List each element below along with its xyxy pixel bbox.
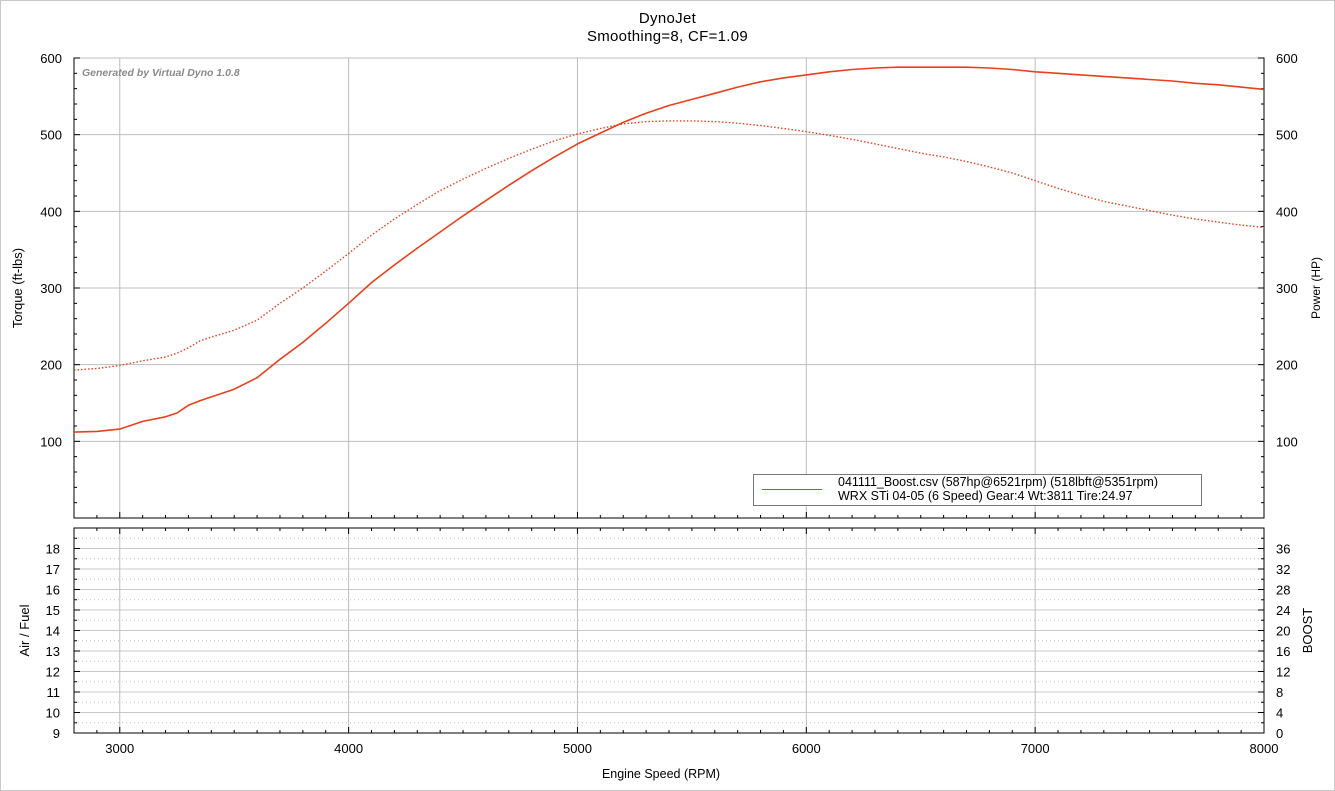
legend-vehicle-info: WRX STi 04-05 (6 Speed) Gear:4 Wt:3811 T… (838, 489, 1133, 503)
afr-tick-label: 12 (46, 665, 60, 680)
afr-tick-label: 15 (46, 603, 60, 618)
x-tick-label: 8000 (1250, 741, 1279, 756)
afr-axis-label: Air / Fuel (17, 604, 32, 656)
y-tick-label: 100 (40, 434, 62, 449)
boost-tick-label: 32 (1276, 562, 1290, 577)
y2-tick-label: 100 (1276, 434, 1298, 449)
boost-tick-label: 36 (1276, 542, 1290, 557)
y-axis-label: Torque (ft-lbs) (10, 248, 25, 328)
boost-axis-label: BOOST (1300, 608, 1315, 654)
afr-tick-label: 18 (46, 542, 60, 557)
x-tick-label: 5000 (563, 741, 592, 756)
afr-tick-label: 11 (47, 685, 61, 700)
legend: 041111_Boost.csv (587hp@6521rpm) (518lbf… (753, 474, 1202, 506)
afr-tick-label: 16 (46, 583, 60, 598)
x-axis-label: Engine Speed (RPM) (602, 767, 720, 781)
y-tick-label: 500 (40, 128, 62, 143)
y-tick-label: 600 (40, 51, 62, 66)
y2-tick-label: 200 (1276, 358, 1298, 373)
x-tick-label: 6000 (792, 741, 821, 756)
y2-tick-label: 600 (1276, 51, 1298, 66)
y2-tick-label: 500 (1276, 128, 1298, 143)
y2-tick-label: 300 (1276, 281, 1298, 296)
x-tick-label: 7000 (1021, 741, 1050, 756)
boost-tick-label: 8 (1276, 685, 1283, 700)
boost-tick-label: 28 (1276, 583, 1290, 598)
boost-tick-label: 16 (1276, 644, 1290, 659)
y-tick-label: 400 (40, 204, 62, 219)
boost-tick-label: 0 (1276, 726, 1283, 741)
y-tick-label: 200 (40, 358, 62, 373)
afr-tick-label: 17 (46, 562, 60, 577)
afr-tick-label: 9 (53, 726, 60, 741)
legend-run-info: 041111_Boost.csv (587hp@6521rpm) (518lbf… (838, 475, 1159, 489)
boost-tick-label: 12 (1276, 665, 1290, 680)
afr-tick-label: 13 (46, 644, 60, 659)
x-tick-label: 4000 (334, 741, 363, 756)
afr-tick-label: 14 (46, 624, 60, 639)
x-tick-label: 3000 (105, 741, 134, 756)
y2-axis-label: Power (HP) (1309, 257, 1323, 319)
chart-title: DynoJet (638, 10, 697, 27)
boost-tick-label: 24 (1276, 603, 1290, 618)
torque-series-line (74, 120, 1264, 371)
y2-tick-label: 400 (1276, 204, 1298, 219)
watermark: Generated by Virtual Dyno 1.0.8 (82, 67, 240, 79)
legend-swatch (762, 489, 822, 490)
boost-tick-label: 20 (1276, 624, 1290, 639)
power-series-line (74, 66, 1264, 433)
chart-subtitle: Smoothing=8, CF=1.09 (586, 28, 749, 45)
afr-tick-label: 10 (46, 706, 60, 721)
boost-tick-label: 4 (1276, 706, 1283, 721)
y-tick-label: 300 (40, 281, 62, 296)
